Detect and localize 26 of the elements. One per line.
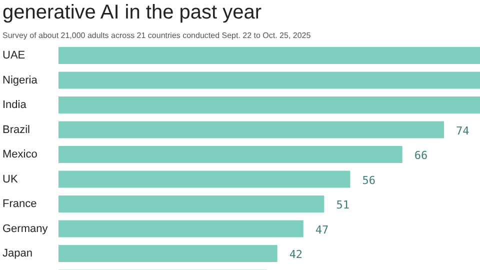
data-label: 66: [414, 149, 428, 162]
y-tick-label: India: [2, 99, 28, 111]
y-tick-label: Germany: [2, 222, 48, 235]
data-label: 74: [456, 124, 470, 138]
bar: [58, 196, 324, 212]
y-tick-label: UK: [2, 173, 18, 186]
bar: [58, 47, 480, 64]
bar: [58, 72, 480, 89]
bar: [58, 96, 480, 114]
bar: [58, 220, 304, 238]
y-tick-label: France: [2, 198, 37, 210]
bar: [58, 146, 402, 163]
chart-title: generative AI in the past year: [2, 2, 262, 24]
chart-subtitle: Survey of about 21,000 adults across 21 countries conducted Sept. 22 to Oct. 25, 2025: [2, 31, 312, 40]
y-tick-label: Brazil: [2, 124, 30, 136]
data-label: 42: [289, 248, 303, 261]
data-label: 51: [336, 198, 350, 212]
data-label: 56: [362, 174, 376, 187]
y-tick-label: UAE: [2, 50, 26, 62]
bar: [58, 170, 350, 188]
y-tick-label: Nigeria: [2, 74, 38, 86]
y-tick-label: Japan: [2, 248, 32, 260]
y-tick-label: Mexico: [2, 148, 38, 160]
bar: [58, 245, 278, 262]
bar: [58, 121, 444, 138]
data-label: 47: [315, 223, 329, 236]
